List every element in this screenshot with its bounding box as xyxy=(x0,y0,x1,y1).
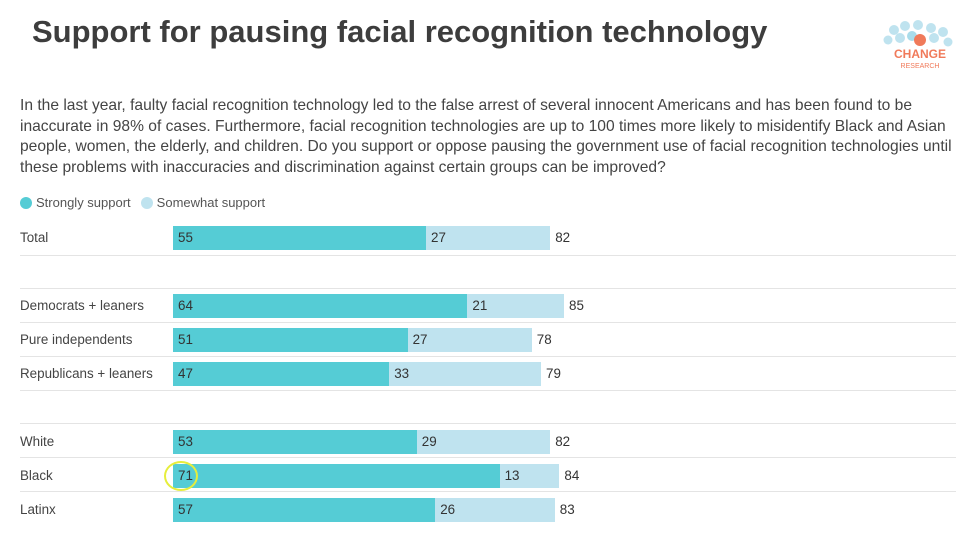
value-label-total-democrats-leaners: 85 xyxy=(569,298,584,313)
value-label-somewhat-democrats-leaners: 21 xyxy=(472,298,488,313)
value-label-total-latinx: 83 xyxy=(559,502,575,517)
legend-item-somewhat: Somewhat support xyxy=(140,195,266,210)
value-label-strong-republicans-leaners: 47 xyxy=(178,366,193,381)
category-label-total: Total xyxy=(20,230,49,245)
legend-swatch-somewhat xyxy=(140,196,153,209)
category-label-pure-independents: Pure independents xyxy=(20,332,133,347)
legend-swatch-strong xyxy=(20,196,32,209)
bar-strong-democrats-leaners xyxy=(173,294,468,318)
row-divider xyxy=(20,390,956,391)
bar-somewhat-black xyxy=(499,464,560,488)
bar-strong-republicans-leaners xyxy=(173,362,390,386)
bar-strong-pure-independents xyxy=(173,328,408,352)
bar-somewhat-white xyxy=(416,430,551,454)
legend-label-strong: Strongly support xyxy=(36,195,131,210)
value-label-somewhat-republicans-leaners: 33 xyxy=(394,366,410,381)
chart-title: Support for pausing facial recognition t… xyxy=(32,14,768,49)
category-label-republicans-leaners: Republicans + leaners xyxy=(20,366,153,381)
logo-text-research: RESEARCH xyxy=(901,63,940,70)
bar-somewhat-pure-independents xyxy=(407,328,532,352)
value-label-somewhat-total: 27 xyxy=(431,230,446,245)
category-label-white: White xyxy=(20,434,55,449)
category-label-democrats-leaners: Democrats + leaners xyxy=(20,298,144,313)
value-label-somewhat-white: 29 xyxy=(421,434,437,449)
bar-strong-white xyxy=(173,430,417,454)
row-divider xyxy=(20,491,956,492)
legend: Strongly support Somewhat support xyxy=(20,195,275,210)
bar-somewhat-total xyxy=(426,226,551,250)
legend-label-somewhat: Somewhat support xyxy=(156,195,266,210)
value-label-total-black: 84 xyxy=(564,468,580,483)
bar-strong-black xyxy=(173,464,500,488)
highlight-circle xyxy=(164,461,198,491)
value-label-strong-pure-independents: 51 xyxy=(178,332,193,347)
bar-strong-total xyxy=(173,226,426,250)
value-label-somewhat-latinx: 26 xyxy=(440,502,456,517)
row-divider xyxy=(20,322,956,323)
value-label-total-total: 82 xyxy=(555,230,571,245)
row-divider xyxy=(20,457,956,458)
category-label-latinx: Latinx xyxy=(20,502,56,517)
value-label-strong-latinx: 57 xyxy=(178,502,193,517)
row-divider xyxy=(20,288,956,289)
change-research-logo: CHANGE RESEARCH xyxy=(883,20,953,70)
value-label-strong-democrats-leaners: 64 xyxy=(178,298,193,313)
survey-question: In the last year, faulty facial recognit… xyxy=(20,97,952,176)
bar-strong-latinx xyxy=(173,498,436,522)
value-label-total-pure-independents: 78 xyxy=(536,332,552,347)
value-label-strong-total: 55 xyxy=(178,230,193,245)
value-label-somewhat-pure-independents: 27 xyxy=(412,332,428,347)
category-label-black: Black xyxy=(20,468,53,483)
value-label-strong-white: 53 xyxy=(178,434,193,449)
legend-item-strong: Strongly support xyxy=(20,195,131,210)
bar-somewhat-latinx xyxy=(435,498,555,522)
logo-text-change: CHANGE xyxy=(894,47,946,61)
value-label-total-white: 82 xyxy=(555,434,571,449)
bar-somewhat-democrats-leaners xyxy=(467,294,564,318)
row-divider xyxy=(20,423,956,424)
bar-somewhat-republicans-leaners xyxy=(389,362,541,386)
value-label-somewhat-black: 13 xyxy=(504,468,520,483)
row-divider xyxy=(20,255,956,256)
row-divider xyxy=(20,356,956,357)
value-label-total-republicans-leaners: 79 xyxy=(546,366,561,381)
logo-dots xyxy=(883,20,953,47)
